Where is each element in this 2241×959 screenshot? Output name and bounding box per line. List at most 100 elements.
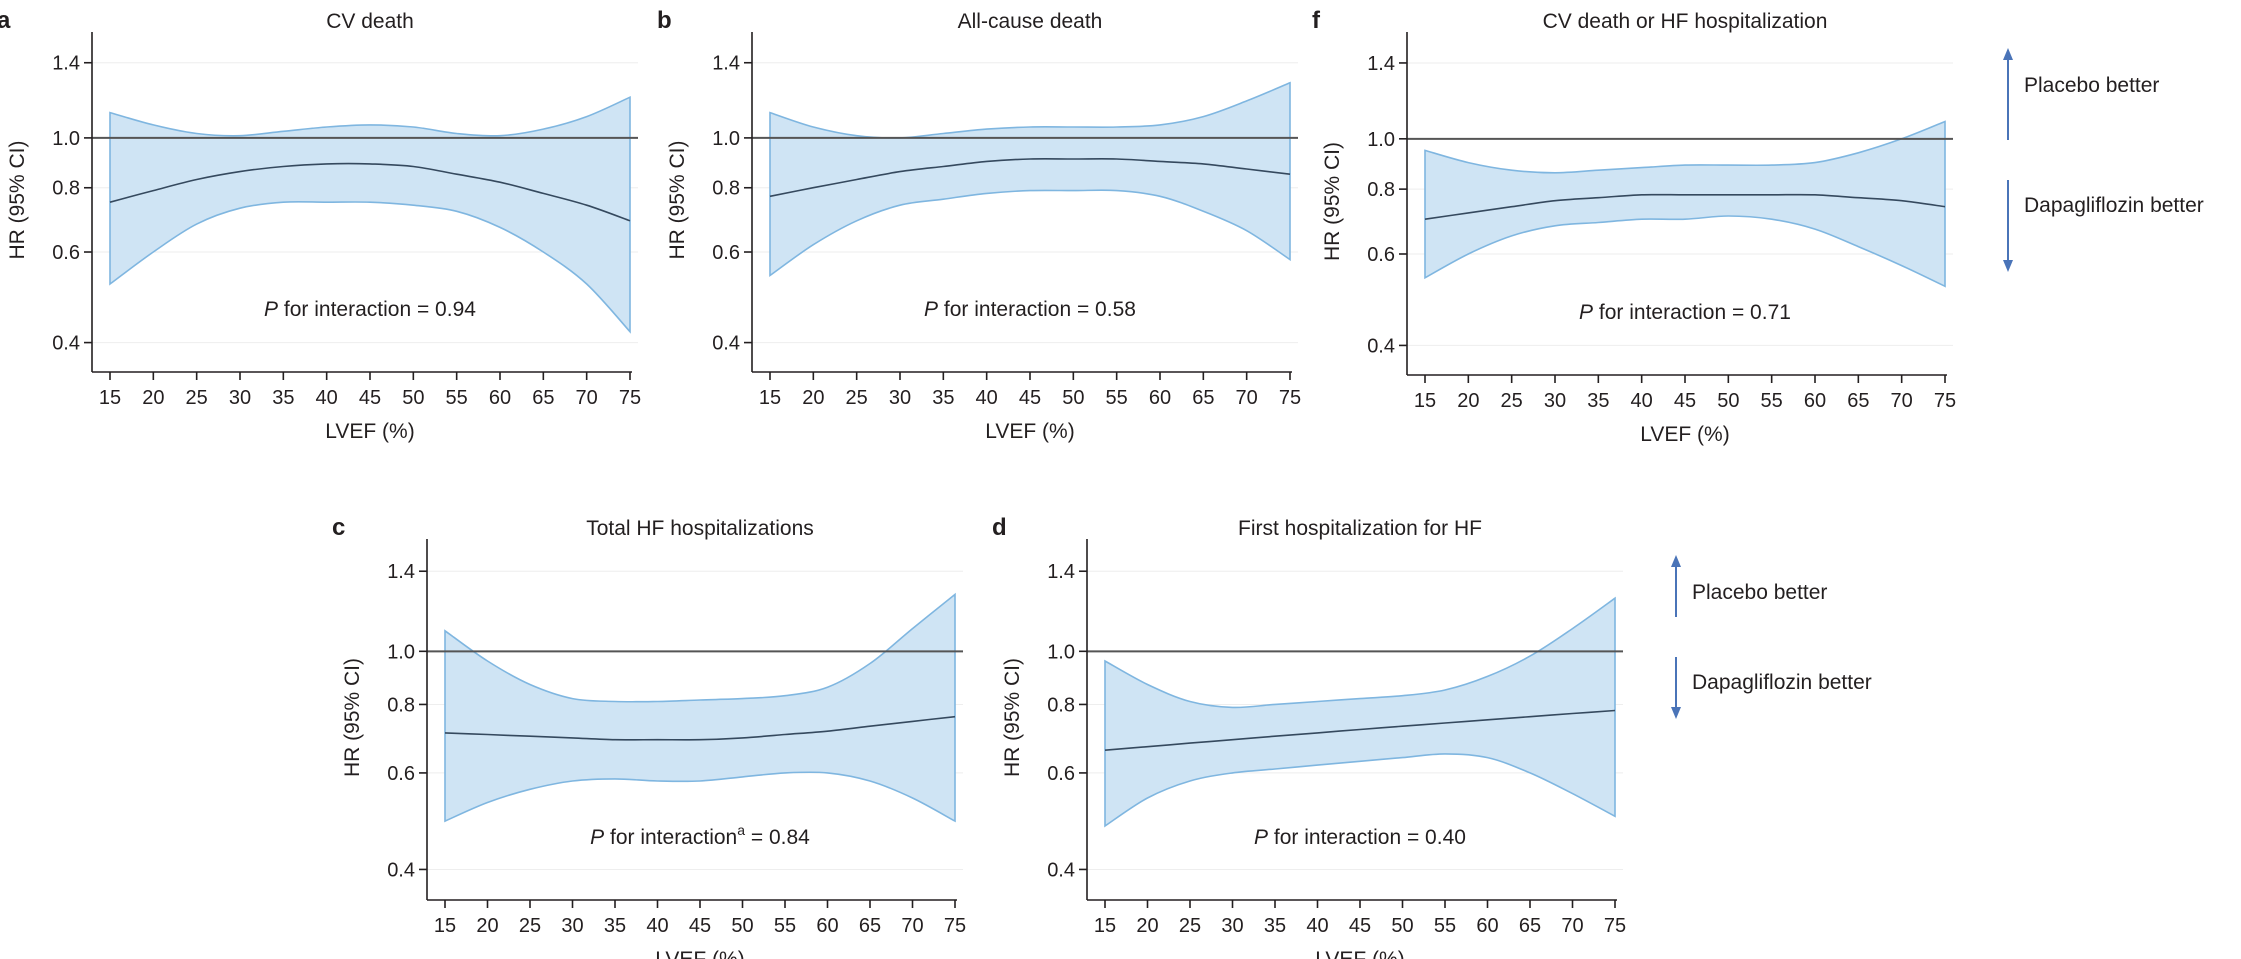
panel-letter: f — [1312, 7, 1321, 34]
x-tick-label: 50 — [1717, 390, 1739, 412]
interaction-annotation: P for interaction = 0.94 — [264, 298, 476, 321]
y-tick-label: 1.4 — [52, 53, 80, 75]
x-tick-label: 40 — [976, 387, 998, 409]
x-tick-label: 75 — [1604, 915, 1626, 937]
panel-d: 0.4 0.6 0.8 1.0 1.4 15 20 25 30 35 40 45 50 55 60 65 70 7… — [992, 514, 1626, 959]
x-tick-label: 70 — [901, 915, 923, 937]
y-tick-label: 0.6 — [1367, 244, 1395, 266]
panel-title: First hospitalization for HF — [1238, 517, 1482, 540]
legend-bottom: Placebo better Dapagliflozin better — [1671, 555, 1872, 719]
interaction-annotation: P for interaction = 0.58 — [924, 298, 1136, 321]
x-tick-label: 20 — [142, 387, 164, 409]
y-axis-label: HR (95% CI) — [666, 140, 689, 259]
arrow-up-head — [2003, 48, 2013, 60]
interaction-annotation: P for interactiona = 0.84 — [590, 822, 810, 849]
x-tick-label: 40 — [1306, 915, 1328, 937]
legend-placebo-better: Placebo better — [2024, 74, 2159, 97]
y-tick-label: 0.6 — [1047, 763, 1075, 785]
panel-title: CV death or HF hospitalization — [1543, 10, 1828, 33]
y-tick-label: 0.8 — [1047, 694, 1075, 716]
y-tick-label: 0.6 — [387, 763, 415, 785]
y-axis-label: HR (95% CI) — [6, 140, 29, 259]
x-tick-label: 35 — [932, 387, 954, 409]
legend-dapagliflozin-better: Dapagliflozin better — [2024, 194, 2204, 217]
x-tick-label: 60 — [489, 387, 511, 409]
y-tick-label: 0.8 — [712, 178, 740, 200]
x-tick-label: 15 — [434, 915, 456, 937]
y-tick-label: 0.8 — [52, 178, 80, 200]
arrow-up-head — [1671, 555, 1681, 567]
y-tick-label: 0.8 — [1367, 179, 1395, 201]
panel-letter: b — [657, 7, 672, 34]
x-tick-label: 20 — [1136, 915, 1158, 937]
x-tick-label: 50 — [402, 387, 424, 409]
arrow-down-head — [2003, 260, 2013, 272]
x-tick-label: 45 — [1019, 387, 1041, 409]
x-tick-label: 75 — [944, 915, 966, 937]
x-tick-label: 30 — [229, 387, 251, 409]
x-axis-label: LVEF (%) — [655, 948, 744, 959]
x-tick-label: 30 — [1544, 390, 1566, 412]
estimate-line — [444, 715, 956, 741]
panel-f: 0.4 0.6 0.8 1.0 1.4 15 20 25 30 35 40 45 50 55 60 65 70 7… — [1312, 7, 1956, 446]
annotation-superscript: a — [737, 822, 745, 838]
y-axis-label: HR (95% CI) — [341, 658, 364, 777]
x-tick-label: 60 — [1149, 387, 1171, 409]
x-tick-label: 55 — [1761, 390, 1783, 412]
ci-band — [1424, 120, 1946, 288]
x-axis-label: LVEF (%) — [1640, 423, 1729, 446]
annotation-text: for interaction = 0.71 — [1593, 301, 1791, 324]
panel-title: Total HF hospitalizations — [586, 517, 814, 540]
x-tick-label: 35 — [1264, 915, 1286, 937]
ci-band — [444, 592, 956, 823]
x-tick-label: 60 — [816, 915, 838, 937]
panel-letter: d — [992, 514, 1007, 541]
x-tick-label: 75 — [619, 387, 641, 409]
ci-band — [109, 95, 631, 334]
estimate-line — [109, 162, 631, 222]
estimate-line — [769, 158, 1291, 198]
ci-band — [1104, 596, 1616, 828]
panel-a: 0.4 0.6 0.8 1.0 1.4 15 20 25 30 35 40 45 50 55 60 65 70 7… — [0, 7, 641, 443]
p-symbol: P — [590, 826, 604, 849]
x-tick-label: 25 — [846, 387, 868, 409]
x-tick-label: 15 — [1094, 915, 1116, 937]
x-tick-label: 70 — [1236, 387, 1258, 409]
ci-band — [769, 81, 1291, 278]
x-tick-label: 35 — [1587, 390, 1609, 412]
annotation-text: for interaction = 0.40 — [1268, 826, 1466, 849]
y-tick-label: 1.4 — [387, 561, 415, 583]
x-tick-label: 70 — [1561, 915, 1583, 937]
x-tick-label: 70 — [576, 387, 598, 409]
legend-dapagliflozin-better: Dapagliflozin better — [1692, 671, 1872, 694]
x-tick-label: 65 — [532, 387, 554, 409]
x-tick-label: 50 — [1391, 915, 1413, 937]
x-tick-label: 20 — [802, 387, 824, 409]
x-tick-label: 20 — [1457, 390, 1479, 412]
x-tick-label: 55 — [446, 387, 468, 409]
y-tick-label: 0.6 — [712, 242, 740, 264]
y-tick-label: 1.4 — [1367, 53, 1395, 75]
x-tick-label: 30 — [1221, 915, 1243, 937]
x-tick-label: 65 — [1519, 915, 1541, 937]
p-symbol: P — [1579, 301, 1593, 324]
annotation-value: = 0.84 — [745, 826, 810, 849]
y-axis-label: HR (95% CI) — [1001, 658, 1024, 777]
x-tick-label: 30 — [889, 387, 911, 409]
p-symbol: P — [924, 298, 938, 321]
x-tick-label: 55 — [774, 915, 796, 937]
x-tick-label: 25 — [1501, 390, 1523, 412]
y-axis-label: HR (95% CI) — [1321, 142, 1344, 261]
y-tick-label: 0.4 — [52, 333, 80, 355]
arrow-down-head — [1671, 707, 1681, 719]
y-tick-label: 0.4 — [712, 333, 740, 355]
p-symbol: P — [1254, 826, 1268, 849]
panel-title: All-cause death — [958, 10, 1103, 33]
x-tick-label: 15 — [759, 387, 781, 409]
estimate-line — [1424, 193, 1946, 220]
x-tick-label: 60 — [1476, 915, 1498, 937]
x-tick-label: 55 — [1434, 915, 1456, 937]
y-tick-label: 1.0 — [1047, 641, 1075, 663]
y-tick-label: 1.4 — [1047, 561, 1075, 583]
x-tick-label: 25 — [519, 915, 541, 937]
